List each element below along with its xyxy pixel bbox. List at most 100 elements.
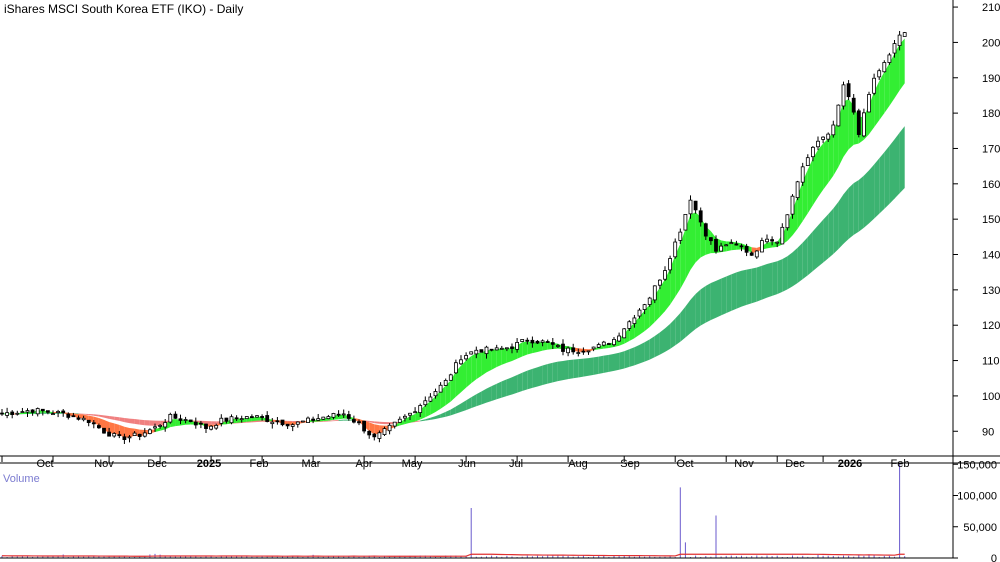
long-term-ma-band-segment bbox=[879, 152, 885, 214]
candle-body bbox=[300, 420, 305, 423]
price-tick-label: 160 bbox=[982, 179, 1000, 191]
price-tick-label: 170 bbox=[982, 143, 1000, 155]
candle-body bbox=[311, 418, 316, 421]
candle-body bbox=[397, 418, 402, 423]
long-term-ma-band-segment bbox=[716, 278, 722, 318]
candle-body bbox=[336, 413, 341, 416]
long-term-ma-band-segment bbox=[675, 313, 681, 346]
long-term-ma-band-segment bbox=[690, 293, 696, 334]
candle-body bbox=[683, 214, 688, 231]
short-term-ma-band-segment bbox=[506, 348, 512, 363]
candle-body bbox=[464, 355, 469, 360]
short-term-ma-band-segment bbox=[792, 196, 798, 236]
candle-body bbox=[754, 250, 759, 258]
candle-body bbox=[244, 416, 249, 420]
short-term-ma-band-segment bbox=[83, 414, 89, 421]
candle-body bbox=[153, 426, 157, 429]
long-term-ma-band-segment bbox=[858, 175, 864, 232]
short-term-ma-band-segment bbox=[471, 353, 477, 384]
candle-body bbox=[112, 433, 117, 437]
long-term-ma-band-segment bbox=[532, 367, 538, 388]
long-term-ma-band-segment bbox=[537, 365, 543, 387]
long-term-ma-band-segment bbox=[614, 352, 620, 371]
candle-body bbox=[428, 396, 433, 402]
long-term-ma-band-segment bbox=[705, 282, 711, 323]
short-term-ma-band-segment bbox=[690, 212, 696, 270]
long-term-ma-band-segment bbox=[144, 420, 150, 426]
candle-body bbox=[76, 417, 81, 420]
candle-body bbox=[760, 240, 764, 253]
candle-body bbox=[402, 415, 407, 419]
short-term-ma-band-segment bbox=[889, 53, 895, 106]
candle-body bbox=[265, 415, 270, 422]
candle-body bbox=[249, 416, 254, 419]
long-term-ma-band-segment bbox=[751, 267, 757, 304]
x-tick-label: Dec bbox=[785, 458, 805, 470]
candle-body bbox=[826, 133, 831, 140]
candle-body bbox=[744, 246, 749, 253]
candle-body bbox=[561, 343, 565, 352]
candle-body bbox=[637, 309, 642, 317]
candle-body bbox=[887, 54, 892, 63]
short-term-ma-band-segment bbox=[818, 143, 824, 198]
long-term-ma-band-segment bbox=[802, 237, 808, 280]
candle-body bbox=[872, 77, 876, 94]
candle-body bbox=[550, 342, 555, 345]
candle-body bbox=[805, 157, 810, 166]
price-tick-label: 100 bbox=[982, 391, 1000, 403]
volume-tick-label: 50,000 bbox=[963, 522, 997, 534]
price-tick-label: 150 bbox=[982, 214, 1000, 226]
candle-body bbox=[469, 351, 474, 355]
candle-body bbox=[765, 238, 769, 243]
candle-body bbox=[209, 425, 214, 430]
short-term-ma-band-segment bbox=[522, 341, 528, 357]
long-term-ma-band-segment bbox=[420, 419, 426, 422]
candle-body bbox=[479, 349, 484, 353]
long-term-ma-band-segment bbox=[573, 359, 579, 379]
short-term-ma-band-segment bbox=[527, 341, 533, 355]
long-term-ma-band-segment bbox=[665, 323, 671, 352]
volume-panel-label: Volume bbox=[3, 473, 40, 485]
candle-body bbox=[785, 214, 790, 229]
long-term-ma-band-segment bbox=[772, 261, 778, 296]
candle-body bbox=[775, 241, 780, 244]
long-term-ma-band-segment bbox=[818, 219, 824, 267]
long-term-ma-band-segment bbox=[777, 259, 783, 295]
x-tick-label: 2026 bbox=[838, 458, 862, 470]
short-term-ma-band-segment bbox=[532, 342, 538, 354]
long-term-ma-band-segment bbox=[149, 420, 155, 426]
candle-body bbox=[596, 344, 601, 348]
candle-body bbox=[734, 243, 739, 246]
long-term-ma-band-segment bbox=[257, 420, 263, 422]
long-term-ma-band-segment bbox=[547, 362, 553, 384]
candle-body bbox=[647, 297, 652, 305]
candle-body bbox=[709, 237, 713, 242]
long-term-ma-band-segment bbox=[430, 416, 436, 420]
candle-body bbox=[556, 345, 560, 347]
candle-body bbox=[443, 380, 448, 386]
short-term-ma-band-segment bbox=[353, 418, 359, 422]
candle-body bbox=[158, 425, 163, 427]
candle-body bbox=[703, 223, 708, 237]
short-term-ma-band-segment bbox=[659, 279, 665, 317]
candle-body bbox=[229, 416, 234, 424]
candle-body bbox=[851, 97, 856, 113]
short-term-ma-band-segment bbox=[476, 352, 482, 380]
long-term-ma-band-segment bbox=[833, 201, 839, 255]
candle-body bbox=[66, 413, 71, 418]
candle-body bbox=[306, 417, 310, 424]
candle-body bbox=[10, 411, 15, 415]
long-term-ma-band-segment bbox=[874, 158, 880, 219]
candle-body bbox=[91, 422, 96, 425]
long-term-ma-band-segment bbox=[588, 357, 594, 376]
candle-body bbox=[377, 432, 382, 439]
candle-body bbox=[15, 412, 20, 415]
short-term-ma-band-segment bbox=[486, 349, 492, 373]
long-term-ma-band-segment bbox=[644, 339, 650, 362]
long-term-ma-band-segment bbox=[42, 412, 48, 414]
short-term-ma-band-segment bbox=[445, 380, 451, 406]
candle-body bbox=[510, 346, 514, 349]
long-term-ma-band-segment bbox=[746, 268, 752, 305]
candle-body bbox=[132, 432, 137, 436]
